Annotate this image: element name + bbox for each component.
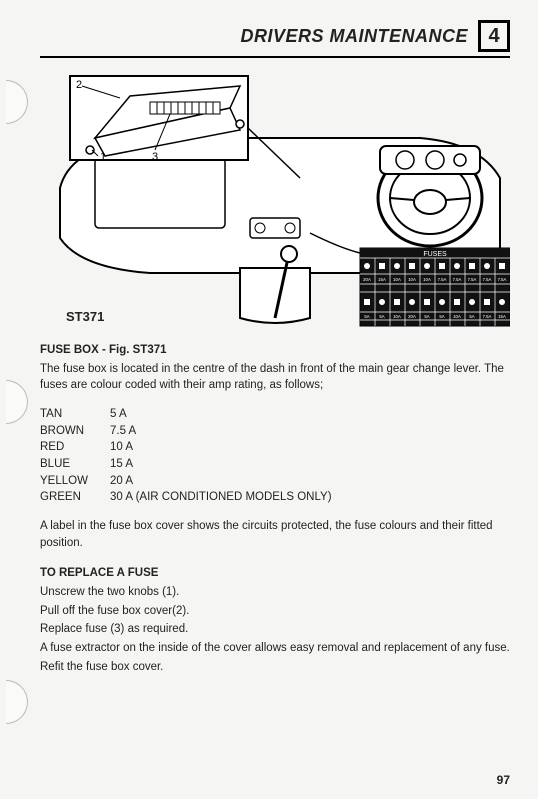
svg-text:10A: 10A [393, 314, 401, 319]
svg-text:10A: 10A [423, 277, 431, 282]
section-number: 4 [478, 20, 510, 52]
figure-st371: 2 1 3 FUSES [40, 68, 510, 328]
callout-3: 3 [152, 151, 158, 163]
svg-text:5A: 5A [424, 314, 429, 319]
replace-line: Refit the fuse box cover. [40, 659, 510, 676]
svg-text:15A: 15A [498, 314, 506, 319]
colour-cell: RED [40, 439, 110, 456]
punch-hole [6, 80, 28, 124]
fusebox-body: The fuse box is located in the centre of… [40, 361, 510, 394]
colour-cell: TAN [40, 406, 110, 423]
punch-hole [6, 380, 28, 424]
svg-text:7.5A: 7.5A [438, 277, 447, 282]
svg-text:5A: 5A [379, 314, 384, 319]
svg-text:20A: 20A [363, 277, 371, 282]
colour-cell: BLUE [40, 456, 110, 473]
colour-cell: GREEN [40, 489, 110, 506]
svg-text:10A: 10A [408, 277, 416, 282]
svg-text:5A: 5A [439, 314, 444, 319]
svg-text:5A: 5A [364, 314, 369, 319]
colour-cell: BROWN [40, 423, 110, 440]
fuse-chart: FUSES [360, 248, 510, 326]
header-title: DRIVERS MAINTENANCE [240, 26, 468, 47]
svg-text:7.5A: 7.5A [483, 277, 492, 282]
body-text: FUSE BOX - Fig. ST371 The fuse box is lo… [40, 342, 510, 675]
colour-table: TAN 5 A BROWN 7.5 A RED 10 A BLUE 15 A Y… [40, 406, 510, 506]
replace-line: Unscrew the two knobs (1). [40, 584, 510, 601]
svg-text:10A: 10A [453, 314, 461, 319]
figure-label: ST371 [66, 309, 104, 324]
replace-line: A fuse extractor on the inside of the co… [40, 640, 510, 657]
amps-cell: 20 A [110, 473, 510, 490]
callout-1: 1 [100, 151, 106, 163]
table-row: YELLOW 20 A [40, 473, 510, 490]
amps-cell: 7.5 A [110, 423, 510, 440]
replace-line: Replace fuse (3) as required. [40, 621, 510, 638]
svg-text:15A: 15A [378, 277, 386, 282]
svg-text:7.5A: 7.5A [483, 314, 492, 319]
table-row: RED 10 A [40, 439, 510, 456]
amps-cell: 30 A (AIR CONDITIONED MODELS ONLY) [110, 489, 510, 506]
callout-2: 2 [76, 79, 82, 91]
svg-text:7.5A: 7.5A [453, 277, 462, 282]
colour-cell: YELLOW [40, 473, 110, 490]
table-row: BROWN 7.5 A [40, 423, 510, 440]
header-rule [40, 56, 510, 58]
replace-heading: TO REPLACE A FUSE [40, 565, 510, 582]
amps-cell: 15 A [110, 456, 510, 473]
amps-cell: 5 A [110, 406, 510, 423]
svg-text:FUSES: FUSES [423, 251, 447, 258]
svg-text:7.5A: 7.5A [468, 277, 477, 282]
amps-cell: 10 A [110, 439, 510, 456]
svg-text:5A: 5A [469, 314, 474, 319]
table-row: BLUE 15 A [40, 456, 510, 473]
table-row: TAN 5 A [40, 406, 510, 423]
svg-text:20A: 20A [408, 314, 416, 319]
page-number: 97 [497, 773, 510, 787]
svg-text:7.5A: 7.5A [498, 277, 507, 282]
fusebox-heading: FUSE BOX - Fig. ST371 [40, 342, 510, 359]
svg-text:10A: 10A [393, 277, 401, 282]
dashboard-diagram: 2 1 3 FUSES [40, 68, 510, 328]
replace-line: Pull off the fuse box cover(2). [40, 603, 510, 620]
punch-hole [6, 680, 28, 724]
table-row: GREEN 30 A (AIR CONDITIONED MODELS ONLY) [40, 489, 510, 506]
label-note: A label in the fuse box cover shows the … [40, 518, 510, 551]
page-header: DRIVERS MAINTENANCE 4 [40, 20, 510, 52]
